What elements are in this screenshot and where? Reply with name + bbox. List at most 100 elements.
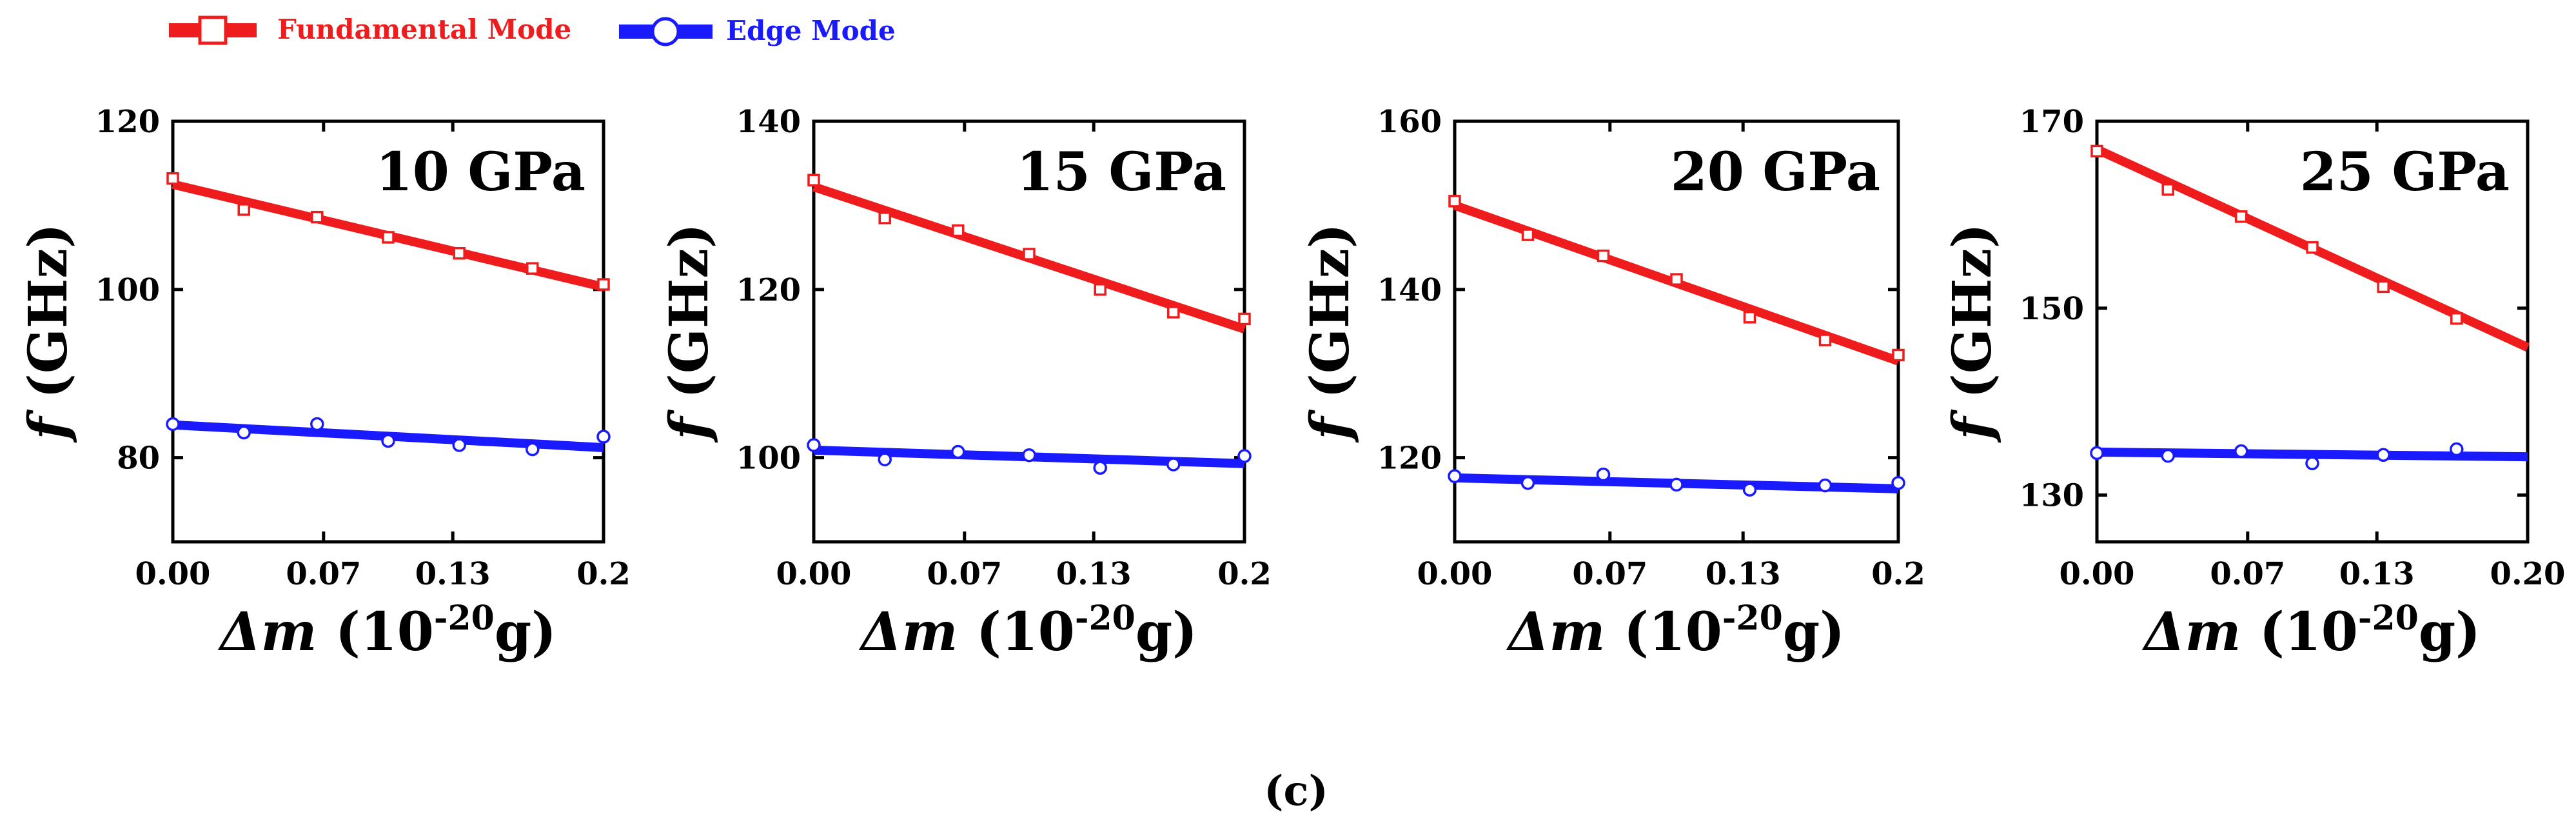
data-point-fundamental (311, 210, 324, 224)
y-axis-title: f (GHz) (1942, 223, 2003, 443)
data-point-fundamental (1597, 249, 1610, 263)
plot-frame (2095, 119, 2530, 544)
data-point-fundamental (1521, 228, 1535, 241)
data-point-fundamental (1094, 283, 1106, 296)
data-point-fundamental (453, 246, 466, 260)
data-point-edge (1596, 467, 1611, 482)
data-point-edge (1520, 475, 1535, 490)
x-axis-title: Δm (10-20g) (2141, 599, 2481, 663)
data-point-edge (1448, 469, 1462, 484)
data-point-fundamental (2450, 312, 2463, 325)
data-point-edge (166, 417, 180, 432)
x-axis-unit-exponent: -20 (2358, 599, 2419, 638)
data-point-fundamental (526, 262, 539, 275)
x-tick-label: 0.07 (1572, 556, 1647, 592)
y-axis-title: f (GHz) (658, 223, 720, 443)
x-tick-label: 0.00 (135, 556, 211, 592)
data-point-fundamental (2090, 144, 2103, 158)
x-axis-unit-base: (10 (2259, 601, 2358, 663)
panels: 80 100 120 0.00 0.07 0.13 0.2 10 GPa f (GHz) Δm (… (17, 104, 2565, 663)
y-tick-label: 160 (1377, 104, 1442, 140)
x-axis-unit-base: (10 (976, 601, 1075, 663)
x-axis-unit-exponent: -20 (434, 599, 495, 638)
x-tick-label: 0.00 (1417, 556, 1493, 592)
x-tick-label: 0.00 (776, 556, 852, 592)
data-point-fundamental (166, 172, 179, 185)
data-point-edge (1742, 482, 1757, 497)
data-point-edge (2090, 446, 2104, 461)
data-point-edge (596, 430, 611, 444)
x-tick-label: 0.2 (1217, 556, 1272, 592)
data-point-edge (1093, 461, 1107, 475)
series-fundamental (1448, 195, 1905, 366)
x-axis-symbol: Δm (2141, 601, 2259, 663)
y-tick-label: 150 (2020, 291, 2084, 327)
data-point-fundamental (2161, 183, 2174, 196)
plot-frame (812, 119, 1246, 544)
legend: Fundamental Mode Edge Mode (169, 14, 896, 46)
legend-item-edge: Edge Mode (619, 15, 896, 46)
y-tick-label: 100 (95, 272, 160, 308)
x-tick-label: 0.13 (1706, 556, 1781, 592)
data-point-fundamental (2235, 210, 2248, 223)
series-fundamental (2090, 144, 2530, 352)
data-point-fundamental (1448, 195, 1461, 208)
x-tick-label: 0.07 (2210, 556, 2285, 592)
data-point-fundamental (1023, 248, 1036, 261)
data-point-fundamental (1670, 273, 1683, 286)
data-point-edge (1669, 477, 1684, 492)
y-tick-label: 120 (736, 272, 801, 308)
figure-caption: (c) (1264, 767, 1328, 815)
series-edge (807, 438, 1252, 475)
data-point-edge (310, 417, 324, 432)
x-tick-label: 0.13 (415, 556, 491, 592)
data-point-edge (381, 433, 395, 448)
x-tick-label: 0.00 (2060, 556, 2135, 592)
x-axis-unit-end: g) (1783, 601, 1845, 663)
data-point-edge (2450, 442, 2464, 457)
x-axis-unit-base: (10 (1624, 601, 1722, 663)
x-axis-symbol: Δm (217, 601, 335, 663)
data-point-edge (526, 442, 540, 457)
data-point-fundamental (807, 174, 820, 187)
data-point-fundamental (1818, 333, 1832, 346)
legend-label-edge: Edge Mode (726, 15, 896, 46)
x-tick-label: 0.13 (2339, 556, 2415, 592)
series-edge (2090, 442, 2528, 471)
y-tick-label: 170 (2020, 104, 2084, 140)
y-axis-unit: (GHz) (1299, 223, 1361, 417)
data-point-fundamental (952, 224, 965, 237)
data-point-fundamental (597, 278, 610, 291)
x-tick-label: 0.2 (576, 556, 631, 592)
plot-frame (1453, 119, 1900, 544)
series-fundamental (166, 172, 610, 292)
x-tick-label: 0.20 (2490, 556, 2566, 592)
x-axis-symbol: Δm (1506, 601, 1624, 663)
y-tick-label: 130 (2020, 478, 2084, 514)
data-point-edge (807, 438, 821, 452)
chart-panel-3: 120 140 160 0.00 0.07 0.13 0.2 20 GPa f (GHz) Δm … (1299, 104, 1925, 663)
x-axis-unit-base: (10 (335, 601, 434, 663)
data-point-edge (2376, 448, 2390, 462)
chart-panel-1: 80 100 120 0.00 0.07 0.13 0.2 10 GPa f (GHz) Δm (… (17, 104, 631, 663)
data-point-fundamental (2377, 280, 2390, 293)
data-point-edge (1022, 448, 1036, 462)
data-point-edge (2234, 444, 2248, 459)
panel-title: 15 GPa (1017, 141, 1226, 203)
legend-label-fundamental: Fundamental Mode (277, 14, 571, 45)
data-point-edge (878, 452, 892, 466)
data-point-edge (1891, 475, 1905, 490)
data-point-edge (2161, 448, 2175, 463)
x-tick-label: 0.13 (1056, 556, 1132, 592)
y-tick-label: 80 (117, 441, 160, 477)
x-axis-unit-exponent: -20 (1075, 599, 1136, 638)
panel-title: 25 GPa (2300, 141, 2510, 203)
y-tick-label: 140 (736, 104, 801, 140)
data-point-edge (1818, 478, 1833, 493)
x-axis-unit-end: g) (2419, 601, 2481, 663)
legend-item-fundamental: Fundamental Mode (169, 14, 571, 45)
chart-panel-2: 100 120 140 0.00 0.07 0.13 0.2 15 GPa f (GHz) Δm … (658, 104, 1272, 663)
y-axis-unit: (GHz) (17, 223, 79, 417)
x-axis-title: Δm (10-20g) (1506, 599, 1845, 663)
